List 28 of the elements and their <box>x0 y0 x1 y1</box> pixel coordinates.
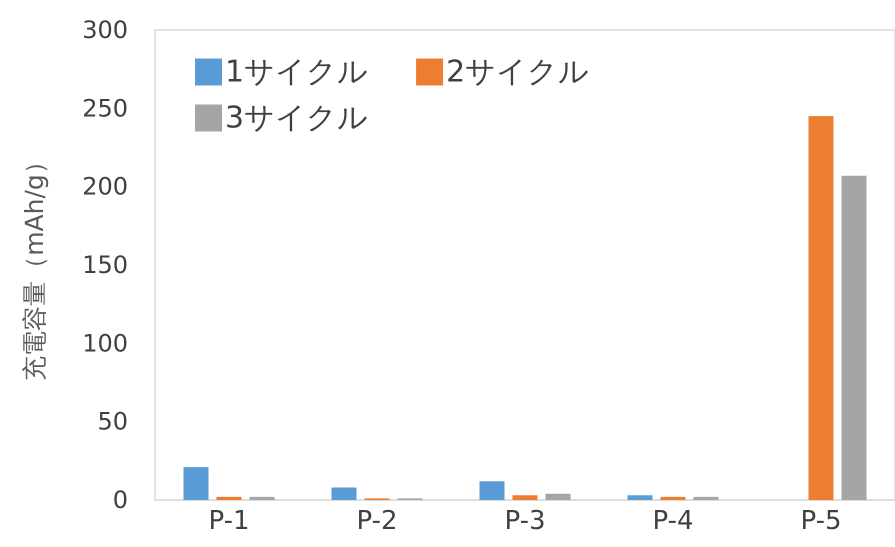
bar <box>216 496 242 500</box>
y-tick-label: 300 <box>82 16 128 44</box>
y-tick-label: 200 <box>82 172 128 201</box>
legend-label: 3サイクル <box>225 100 368 136</box>
y-tick-label: 150 <box>82 251 128 279</box>
legend-label: 2サイクル <box>446 54 590 90</box>
x-tick-label: P-3 <box>504 506 546 536</box>
legend-label: 1サイクル <box>225 54 368 90</box>
bar <box>808 116 834 500</box>
bar <box>250 496 274 500</box>
bar <box>480 481 504 500</box>
y-tick-label: 250 <box>82 94 128 122</box>
bar <box>184 467 208 500</box>
x-tick-label: P-5 <box>800 506 842 536</box>
y-tick-label: 50 <box>97 408 128 436</box>
bar <box>628 495 652 500</box>
x-tick-label: P-2 <box>356 506 398 536</box>
x-tick-label: P-1 <box>208 506 250 536</box>
y-tick-label: 0 <box>112 486 128 514</box>
bar <box>546 494 570 500</box>
bar <box>332 487 356 500</box>
y-axis-title: 充電容量（mAh/g） <box>20 149 49 381</box>
y-tick-label: 100 <box>82 329 128 358</box>
bar <box>512 495 538 500</box>
bar <box>694 496 718 500</box>
bar <box>660 496 686 500</box>
x-tick-label: P-4 <box>652 506 694 536</box>
bar <box>842 176 866 500</box>
